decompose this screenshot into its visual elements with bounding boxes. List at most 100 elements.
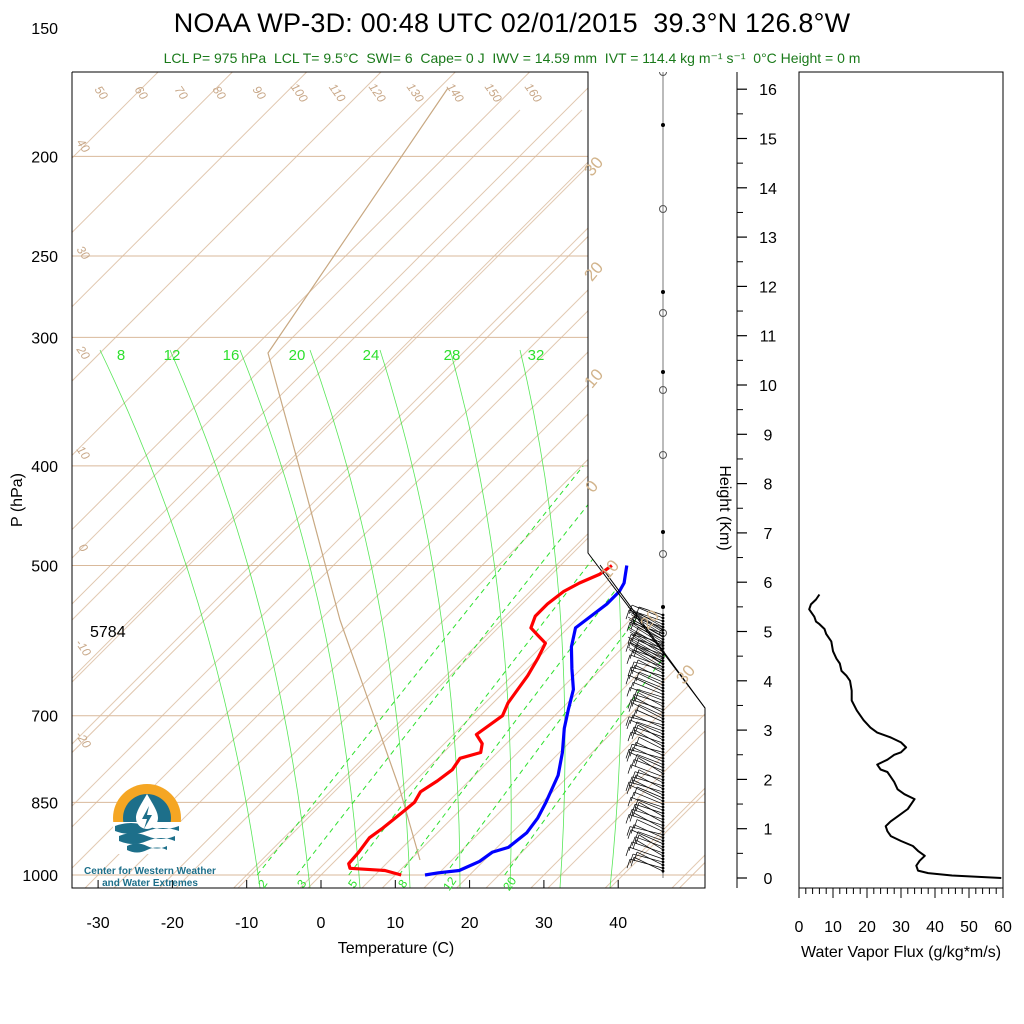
wind-dot [661,290,665,294]
flux-x-tick-label: 10 [824,919,842,936]
isotherm-right-label: 30 [580,153,607,180]
wind-barb-feather [633,851,638,862]
wind-barb [629,621,664,643]
wind-barb-feather [626,719,631,730]
wind-barb-feather [634,799,639,809]
wind-barb-feather [634,659,639,670]
height-tick-label: 15 [759,132,777,149]
wind-barb-feather [627,731,632,742]
wind-barb-feather [631,664,636,675]
moist-adiabat-line [519,349,566,888]
flux-trace [808,593,1002,879]
dry-adiabat-label: 100 [288,80,311,105]
wind-barb-feather [630,857,635,867]
isotherm-line [72,72,705,888]
moist-adiabat-line [239,349,361,888]
wind-barb-feather [635,737,640,747]
logo-caption-line1: Center for Western Weather [84,866,216,877]
wind-barb-feather [634,692,639,702]
x-tick-label: -20 [161,915,184,932]
temperature-trace [347,564,613,877]
isotherm-line [72,72,704,888]
wind-barb [636,647,664,665]
wind-boundary-line [599,564,706,709]
dry-adiabat-label: 50 [92,83,111,102]
water-vapor-flux-panel: 0 10 20 30 40 50 60 Water Vapor Flux (g/kg*m/s) [795,71,1012,961]
lightning-icon [142,806,152,829]
wind-barb-feather [629,747,634,757]
wind-barb-feather [628,809,633,819]
flux-panel-border [798,71,1004,889]
flux-x-tick-label: 40 [926,919,944,936]
wind-barb [634,729,664,747]
dry-adiabat-line [918,110,1024,890]
p-tick-label: 850 [31,795,58,812]
mixing-ratio-label: 8 [117,347,125,364]
isotherm-line [443,72,705,888]
wind-barb [631,776,664,787]
dry-adiabat-line [359,109,705,888]
height-tick-label: 7 [764,526,773,543]
isotherm-line [72,72,705,888]
wind-barb [629,654,664,668]
wind-barb [633,856,664,872]
mixing-ratio-line [504,465,705,876]
x-tick-label: 10 [386,915,404,932]
wind-barb-feather [627,764,632,774]
height-tick-label: 0 [764,871,773,888]
dry-adiabat-line [72,109,705,888]
wind-barb [629,752,664,768]
wind-barb-feather [632,774,637,784]
wind-barb [633,791,664,805]
p-tick-label: 500 [31,559,58,576]
mixing-ratio-line [296,465,620,876]
skewt-labels: 1001502002503004005007008501000-30-20-10… [9,21,699,957]
wind-barb-feather [626,654,631,664]
height-500-label: 5784 [90,624,126,641]
mixing-ratio-low-label: 20 [500,874,519,893]
wind-barb-feather [625,781,630,792]
height-tick-label: 10 [759,378,777,395]
x-tick-label: 20 [461,915,479,932]
height-tick-label: 3 [764,723,773,740]
wind-barb-feather [631,730,636,740]
wind-barb [638,606,664,616]
plot-border [71,71,706,889]
x-tick-label: 40 [609,915,627,932]
wind-barb [632,853,664,863]
wind-barb [636,754,664,765]
mixing-ratio-label: 24 [363,347,380,364]
wind-barb-feather [632,709,637,719]
wind-barb-feather [632,839,637,850]
sounding-traces [347,564,629,877]
dry-adiabat-line [421,109,705,888]
dry-adiabat-label: 150 [482,80,505,105]
wind-barb-feather [628,841,633,852]
cw3e-logo [113,784,181,854]
height-tick-label: 5 [764,625,773,642]
wind-barb [629,858,664,869]
p-tick-label: 300 [31,330,58,347]
wind-barb-feather [629,682,634,692]
wind-barb [633,759,664,771]
dewpoint-trace [424,565,629,877]
wind-barb-feather [635,802,640,812]
dry-adiabat-label: 110 [326,81,349,105]
wind-barb-feather [630,694,635,704]
wind-barb [627,636,664,658]
wind-barb [638,769,664,784]
wind-barb [629,687,664,701]
calm-wind-circle [659,309,667,317]
wind-barb [631,604,664,619]
flux-x-tick-label: 20 [858,919,876,936]
wind-barb-feather [632,807,637,817]
isotherm-right-label: 10 [580,365,607,392]
wind-barb [638,801,664,817]
isotherm-line [72,72,705,888]
logo-wave-3 [127,843,167,853]
wind-barb-feather [626,859,631,869]
wind-barb [638,671,664,683]
calm-wind-circle [659,451,667,459]
moist-adiabat-line [589,349,622,888]
